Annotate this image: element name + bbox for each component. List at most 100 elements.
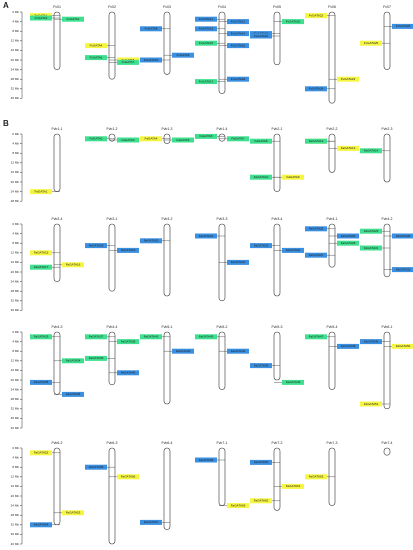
gene-label: FaGATA62 <box>254 499 269 503</box>
scale-label: 8 Mb <box>12 349 19 353</box>
gene-box <box>282 19 304 25</box>
scale-label: 24 Mb <box>11 387 20 391</box>
gene-box <box>117 59 139 65</box>
gene-label: FaGATA38 <box>121 339 136 343</box>
gene-box <box>392 343 413 349</box>
chromosome-name: Fvb6-3 <box>107 441 118 445</box>
scale-label: 28 Mb <box>11 397 20 401</box>
gene-box <box>140 238 162 244</box>
gene-box <box>140 26 162 32</box>
gene-box <box>195 457 217 463</box>
gene-label: FvGATA13 <box>199 27 214 31</box>
chromosome <box>53 11 61 70</box>
gene-box <box>85 136 107 142</box>
gene-box <box>30 334 52 340</box>
scale-label: 32 Mb <box>11 407 20 411</box>
gene-box <box>305 13 327 19</box>
scale-label: 40 Mb <box>11 542 20 546</box>
gene-label: FaGATA8 <box>255 139 268 143</box>
gene-box <box>30 522 52 528</box>
scale-label: 8 Mb <box>12 151 19 155</box>
chromosome <box>383 331 391 410</box>
gene-label: FvGATA3 <box>35 16 48 20</box>
gene-label: FvGATA26 <box>396 24 411 28</box>
gene-label: FvGATA23 <box>341 77 356 81</box>
gene-label: FaGATA2 <box>90 137 103 141</box>
chromosome-name: Fvb3-1 <box>107 217 118 221</box>
chromosome-name: Fvb1-1 <box>52 127 63 131</box>
scale-label: 4 Mb <box>12 231 19 235</box>
chromosome-name: Fv07 <box>383 5 391 9</box>
scale-label: 20 Mb <box>11 494 20 498</box>
gene-box <box>195 79 217 85</box>
gene-box <box>337 343 359 349</box>
gene-label: FaGATA34 <box>66 359 81 363</box>
gene-label: FaGATA59 <box>231 503 246 507</box>
chromosome <box>273 11 281 66</box>
scale-label: 12 Mb <box>11 475 20 479</box>
scale-label: 40 Mb <box>11 426 20 430</box>
chromosome <box>218 133 226 142</box>
chromosome-name: Fvb5-4 <box>327 325 338 329</box>
gene-label: FaGATA15 <box>34 251 49 255</box>
gene-box <box>85 55 107 61</box>
gene-label: FvGATA25 <box>364 41 379 45</box>
chromosome-name: Fvb6-1 <box>382 325 393 329</box>
gene-box <box>30 450 52 456</box>
scale-label: 24 Mb <box>11 279 20 283</box>
scale-label: 4 Mb <box>12 455 19 459</box>
gene-box <box>282 247 304 253</box>
gene-box <box>250 138 272 144</box>
scale-label: 4 Mb <box>12 19 19 23</box>
chromosome-name: Fvb2-3 <box>382 127 393 131</box>
gene-label: FaGATA40 <box>121 371 136 375</box>
gene-label: FvGATA18 <box>231 77 246 81</box>
gene-box <box>140 334 162 340</box>
gene-box <box>305 138 327 144</box>
gene-label: FaGATA33 <box>34 335 49 339</box>
gene-label: FvGATA16 <box>231 43 246 47</box>
gene-label: FaGATA35 <box>34 380 49 384</box>
scale-label: 36 Mb <box>11 532 20 536</box>
scale-label: 28 Mb <box>11 199 20 203</box>
gene-box <box>392 233 413 239</box>
gene-box <box>305 334 327 340</box>
gene-label: FvGATA6 <box>90 55 103 59</box>
gene-box <box>250 33 272 39</box>
gene-label: FaGATA52 <box>34 451 49 455</box>
gene-label: FvGATA4 <box>90 43 103 47</box>
scale-label: 4 Mb <box>12 339 19 343</box>
gene-label: FaGATA27 <box>309 253 324 257</box>
gene-box <box>85 334 107 340</box>
chromosome-name: Fvb5-1 <box>162 325 173 329</box>
scale-label: 36 Mb <box>11 308 20 312</box>
chromosome <box>163 331 171 405</box>
gene-label: FaGATA5 <box>177 138 190 142</box>
chromosome-name: Fv04 <box>218 5 226 9</box>
chromosome-name: Fvb5-3 <box>272 325 283 329</box>
gene-box <box>250 243 272 249</box>
gene-box <box>195 16 217 22</box>
scale-label: 32 Mb <box>11 523 20 527</box>
gene-label: FaGATA61 <box>286 484 301 488</box>
gene-box <box>337 145 359 151</box>
scale-label: 24 Mb <box>11 503 20 507</box>
scale-label: 24 Mb <box>11 189 20 193</box>
gene-box <box>305 474 327 480</box>
gene-box <box>305 252 327 258</box>
chromosome <box>383 11 391 70</box>
gene-label: FvGATA11 <box>199 17 214 21</box>
gene-box <box>62 391 84 397</box>
gene-label: FvGATA12 <box>231 19 246 23</box>
gene-box <box>195 40 217 46</box>
chromosome <box>273 331 281 381</box>
gene-box <box>117 339 139 345</box>
scale-label: 28 Mb <box>11 289 20 293</box>
gene-box <box>85 243 107 249</box>
chromosome-name: Fvb1-4 <box>217 127 228 131</box>
gene-box <box>172 348 194 354</box>
gene-box <box>62 262 84 268</box>
chromosome-name: Fvb2-4 <box>52 217 63 221</box>
chromosome <box>383 223 391 278</box>
